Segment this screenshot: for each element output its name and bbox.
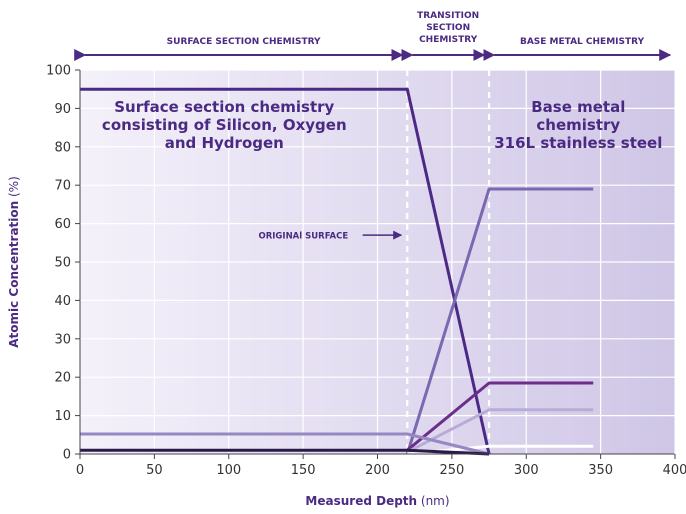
surface-annotation: and Hydrogen (165, 134, 284, 152)
series-line-3 (406, 381, 594, 452)
base-annotation: 316L stainless steel (494, 134, 662, 152)
y-tick-label: 10 (54, 409, 71, 424)
y-tick-label: 0 (63, 448, 71, 463)
section-boundaries (406, 70, 491, 454)
y-tick-label: 90 (54, 102, 71, 117)
series-group (80, 87, 594, 456)
tick-labels: 0 10 20 30 40 50 60 70 80 90 100 0 50 100 150 200 250 300… (46, 64, 686, 479)
x-tick-label: 150 (291, 463, 316, 478)
series-line-6 (80, 432, 490, 456)
axis-titles: Measured Depth (nm) Atomic Concentration … (7, 176, 450, 508)
grid (80, 69, 675, 454)
x-tick-label: 200 (365, 463, 390, 478)
x-tick-label: 0 (76, 463, 84, 478)
series-line-1 (80, 87, 491, 455)
base-annotation: chemistry (536, 116, 620, 134)
y-tick-label: 60 (54, 217, 71, 232)
x-tick-label: 300 (514, 463, 539, 478)
axes (75, 69, 676, 459)
y-tick-label: 20 (54, 371, 71, 386)
y-tick-label: 40 (54, 294, 71, 309)
y-tick-label: 70 (54, 179, 71, 194)
section-label: SURFACE SECTION CHEMISTRY (167, 37, 321, 47)
series-line-2 (405, 187, 594, 455)
y-tick-label: 80 (54, 140, 71, 155)
x-tick-label: 350 (588, 463, 613, 478)
section-label: CHEMISTRY (419, 35, 478, 45)
base-annotation: Base metal (531, 98, 625, 116)
series-line-4 (406, 408, 594, 454)
x-tick-label: 250 (439, 463, 464, 478)
section-label: TRANSITION (417, 11, 479, 21)
y-axis-title: Atomic Concentration (%) (7, 176, 21, 348)
surface-annotation: consisting of Silicon, Oxygen (102, 116, 347, 134)
x-tick-label: 100 (216, 463, 241, 478)
y-tick-label: 100 (46, 64, 71, 79)
x-tick-label: 50 (146, 463, 163, 478)
section-label: BASE METAL CHEMISTRY (520, 37, 645, 47)
surface-annotation: Surface section chemistry (114, 98, 334, 116)
original-surface-label: ORIGINAl SURFACE (259, 232, 349, 242)
y-tick-label: 50 (54, 256, 71, 271)
section-label: SECTION (426, 23, 470, 33)
x-tick-label: 400 (663, 463, 686, 478)
x-axis-title: Measured Depth (nm) (305, 494, 449, 508)
section-headers: SURFACE SECTION CHEMISTRY TRANSITION SECTI… (74, 11, 672, 61)
series-line-7 (80, 448, 490, 456)
y-tick-label: 30 (54, 332, 71, 347)
